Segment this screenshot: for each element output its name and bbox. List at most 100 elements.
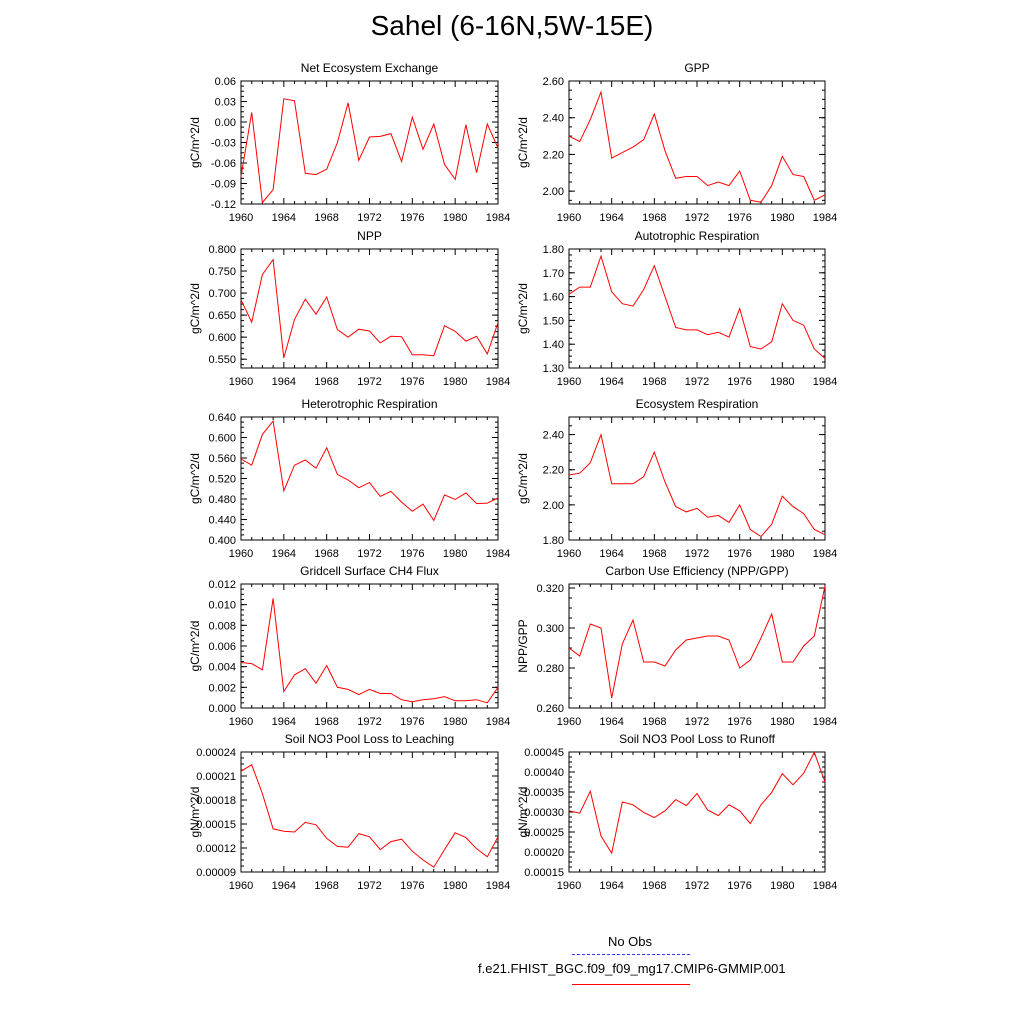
chart-panel-1: Net Ecosystem Exchange 1960 1964 1968 1972 19…	[188, 61, 510, 224]
y-tick-label: 2.40	[543, 430, 564, 442]
x-tick-label: 1976	[400, 376, 424, 388]
chart-title: Gridcell Surface CH4 Flux	[300, 564, 439, 578]
chart-panel-7: Gridcell Surface CH4 Flux 1960 1964 1968 197…	[188, 564, 510, 728]
y-axis-label: gC/m^2/d	[516, 283, 530, 334]
y-tick-label: -0.09	[211, 179, 236, 191]
y-tick-label: 2.00	[543, 500, 564, 512]
y-tick-label: 0.640	[208, 412, 236, 424]
y-tick-label: 2.20	[543, 465, 564, 477]
chart-panel-5: Heterotrophic Respiration 1960 1964 1968 197…	[188, 397, 510, 560]
x-tick-label: 1960	[229, 212, 253, 224]
y-tick-label: 2.60	[543, 76, 564, 88]
x-tick-label: 1960	[557, 880, 581, 892]
series-line	[568, 751, 826, 855]
x-tick-label: 1968	[642, 212, 666, 224]
series-line	[568, 585, 826, 699]
y-tick-label: 1.50	[543, 315, 564, 327]
chart-title: Ecosystem Respiration	[636, 397, 759, 411]
x-tick-label: 1984	[813, 548, 837, 560]
series-line	[240, 419, 499, 522]
y-tick-label: 0.00	[215, 117, 236, 129]
y-axis-label: NPP/GPP	[516, 619, 530, 672]
x-tick-label: 1964	[272, 880, 296, 892]
x-tick-label: 1968	[642, 880, 666, 892]
plot-frame	[568, 583, 826, 709]
x-tick-label: 1984	[486, 376, 510, 388]
figure-title: Sahel (6-16N,5W-15E)	[370, 10, 654, 41]
y-tick-label: 0.00040	[524, 767, 564, 779]
x-tick-label: 1964	[272, 716, 296, 728]
chart-title: NPP	[357, 229, 382, 243]
series-line	[568, 90, 826, 203]
y-tick-label: 1.60	[543, 292, 564, 304]
y-tick-label: 0.800	[208, 244, 236, 256]
y-tick-label: 2.00	[543, 186, 564, 198]
x-tick-label: 1984	[813, 212, 837, 224]
chart-title: Carbon Use Efficiency (NPP/GPP)	[605, 564, 788, 578]
x-tick-label: 1960	[229, 716, 253, 728]
x-tick-label: 1960	[229, 880, 253, 892]
series-line	[240, 258, 499, 359]
x-tick-label: 1972	[357, 880, 381, 892]
y-tick-label: 0.260	[536, 703, 564, 715]
x-tick-label: 1984	[813, 376, 837, 388]
x-tick-label: 1960	[557, 548, 581, 560]
x-tick-label: 1980	[770, 716, 794, 728]
y-tick-label: 0.00009	[196, 867, 236, 879]
y-tick-label: 0.00035	[524, 787, 564, 799]
x-tick-label: 1980	[770, 376, 794, 388]
y-tick-label: 0.650	[208, 310, 236, 322]
chart-panel-8: Carbon Use Efficiency (NPP/GPP) 1960 1964 1…	[516, 564, 837, 728]
y-tick-label: 0.00021	[196, 771, 236, 783]
chart-title: Soil NO3 Pool Loss to Runoff	[619, 732, 776, 746]
y-tick-label: 1.80	[543, 244, 564, 256]
y-axis-label: gN/m^2/d	[188, 787, 202, 838]
y-tick-label: 0.012	[208, 579, 236, 591]
x-tick-label: 1968	[642, 376, 666, 388]
y-tick-label: 0.004	[208, 662, 236, 674]
x-tick-label: 1980	[443, 548, 467, 560]
x-tick-label: 1960	[557, 376, 581, 388]
x-tick-label: 1976	[727, 548, 751, 560]
series-line	[240, 764, 499, 868]
y-tick-label: 0.00012	[196, 843, 236, 855]
y-tick-label: 1.40	[543, 339, 564, 351]
x-tick-label: 1976	[727, 716, 751, 728]
x-tick-label: 1972	[685, 716, 709, 728]
y-tick-label: 0.520	[208, 474, 236, 486]
chart-panel-10: Soil NO3 Pool Loss to Runoff 1960 1964 1968…	[516, 732, 837, 892]
y-tick-label: 0.480	[208, 494, 236, 506]
y-tick-label: 1.80	[543, 535, 564, 547]
x-tick-label: 1972	[357, 212, 381, 224]
legend-obs-line	[572, 954, 690, 955]
chart-panel-3: NPP 1960 1964 1968 1972 1976 1980 1984 0.800 0.75…	[188, 229, 510, 388]
x-tick-label: 1964	[599, 548, 623, 560]
x-tick-label: 1960	[557, 212, 581, 224]
y-tick-label: 0.00015	[196, 819, 236, 831]
y-tick-label: 0.03	[215, 97, 236, 109]
x-tick-label: 1984	[813, 716, 837, 728]
plot-frame	[568, 416, 826, 541]
x-tick-label: 1980	[770, 212, 794, 224]
plot-frame	[240, 751, 499, 873]
x-tick-label: 1976	[400, 212, 424, 224]
chart-panel-4: Autotrophic Respiration 1960 1964 1968 1972 1…	[516, 229, 837, 388]
x-tick-label: 1964	[272, 548, 296, 560]
y-tick-label: 0.00024	[196, 747, 236, 759]
x-tick-label: 1968	[314, 880, 338, 892]
y-axis-label: gN/m^2/d	[516, 787, 530, 838]
x-tick-label: 1980	[443, 376, 467, 388]
chart-title: GPP	[684, 61, 709, 75]
plot-frame	[568, 751, 826, 873]
series-line	[568, 432, 826, 538]
x-tick-label: 1976	[727, 212, 751, 224]
y-axis-label: gC/m^2/d	[188, 117, 202, 168]
y-tick-label: 0.06	[215, 76, 236, 88]
x-tick-label: 1984	[486, 716, 510, 728]
y-tick-label: 2.40	[543, 113, 564, 125]
y-tick-label: 0.600	[208, 332, 236, 344]
x-tick-label: 1960	[557, 716, 581, 728]
y-tick-label: 0.400	[208, 535, 236, 547]
legend-obs-label: No Obs	[607, 934, 653, 949]
x-tick-label: 1968	[314, 548, 338, 560]
